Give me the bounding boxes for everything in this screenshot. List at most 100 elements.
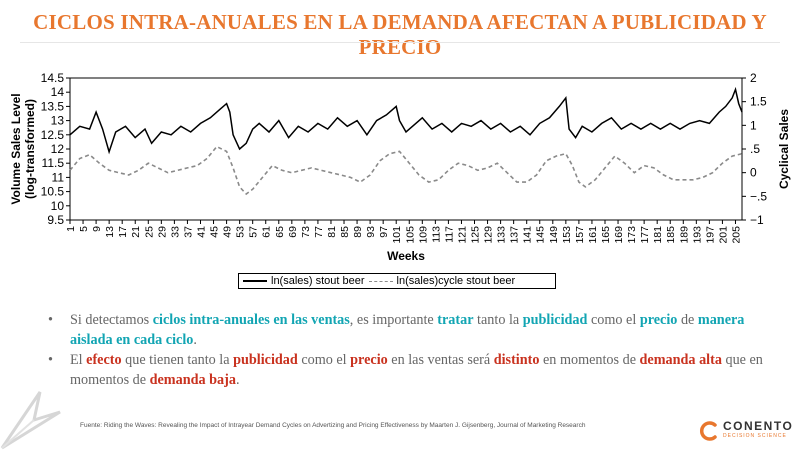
x-tick-label: 61 [261, 226, 273, 238]
y-right-tick-label: 1.5 [750, 95, 767, 109]
y-right-tick-label: −1 [750, 213, 764, 227]
y-left-tick-label: 14.5 [41, 71, 65, 85]
x-tick-label: 205 [730, 226, 742, 244]
conento-logo-icon [699, 421, 717, 441]
legend-label-series-2: ln(sales)cycle stout beer [396, 275, 516, 287]
y-left-axis-label-line-2: (log-transformed) [23, 99, 37, 199]
x-tick-label: 149 [548, 226, 560, 244]
bullet-text-segment: en momentos de [539, 352, 640, 368]
x-tick-label: 5 [78, 226, 90, 232]
x-tick-label: 201 [717, 226, 729, 244]
x-tick-label: 13 [104, 226, 116, 238]
x-tick-label: 161 [587, 226, 599, 244]
x-tick-label: 137 [509, 226, 521, 244]
highlight-keyword: demanda alta [639, 352, 722, 368]
highlight-keyword: tratar [437, 312, 474, 328]
x-tick-label: 109 [417, 226, 429, 244]
x-tick-label: 165 [600, 226, 612, 244]
x-tick-label: 93 [365, 226, 377, 238]
bullet-text-segment: Si detectamos [70, 312, 153, 328]
x-tick-label: 9 [91, 226, 103, 232]
bullet-item-2: • El efecto que tienen tanto la publicid… [48, 350, 778, 390]
x-tick-label: 81 [326, 226, 338, 238]
bullet-text-1: Si detectamos ciclos intra-anuales en la… [70, 310, 778, 350]
legend-solid-line-icon [243, 280, 267, 282]
bullet-text-segment: como el [297, 352, 351, 368]
highlight-keyword: demanda baja [149, 372, 236, 388]
highlight-keyword: distinto [493, 352, 540, 368]
x-tick-label: 181 [652, 226, 664, 244]
y-left-tick-label: 10.5 [41, 185, 65, 199]
y-right-tick-label: .5 [750, 142, 760, 156]
y-left-tick-label: 12 [51, 142, 65, 156]
highlight-keyword: ciclos intra-anuales en las ventas [152, 312, 350, 328]
x-tick-label: 49 [222, 226, 234, 238]
highlight-keyword: publicidad [233, 352, 298, 368]
bullet-text-segment: , es importante [349, 312, 438, 328]
logo-tagline: DECISION SCIENCE [723, 433, 787, 439]
x-tick-label: 17 [117, 226, 129, 238]
logo-name: CONENTO [723, 419, 794, 433]
x-tick-label: 53 [235, 226, 247, 238]
highlight-keyword: precio [350, 352, 388, 368]
y-left-tick-label: 11.5 [42, 156, 65, 170]
y-left-tick-label: 10 [51, 199, 65, 213]
conento-logo: CONENTO DECISION SCIENCE [698, 420, 793, 442]
y-left-tick-label: 13.5 [41, 99, 65, 113]
x-tick-label: 89 [352, 226, 364, 238]
x-tick-label: 113 [430, 226, 442, 243]
bullet-text-2: El efecto que tienen tanto la publicidad… [70, 350, 778, 390]
bullet-dot-icon: • [48, 352, 53, 368]
source-citation: Fuente: Riding the Waves: Revealing the … [80, 422, 586, 429]
highlight-keyword: precio [639, 312, 678, 328]
chart: 9.51010.51111.51212.51313.51414.5−1−.50.… [9, 71, 791, 263]
x-tick-label: 157 [574, 226, 586, 244]
y-left-tick-label: 14 [51, 85, 65, 99]
bullet-text-segment: de [677, 312, 698, 328]
x-tick-label: 73 [300, 226, 312, 238]
highlight-keyword: publicidad [522, 312, 588, 328]
x-tick-label: 33 [169, 226, 181, 238]
x-tick-label: 145 [535, 226, 547, 244]
x-axis-label: Weeks [387, 249, 425, 263]
series-line-sales [69, 86, 743, 155]
plot-frame [69, 77, 743, 221]
x-tick-label: 1 [65, 226, 77, 232]
title-divider [20, 42, 780, 43]
x-tick-label: 173 [626, 226, 638, 244]
y-right-tick-label: 1 [750, 118, 757, 132]
x-tick-label: 37 [182, 226, 194, 238]
x-tick-label: 129 [483, 226, 495, 244]
paper-plane-icon [0, 391, 61, 450]
x-tick-label: 97 [378, 226, 390, 238]
legend-dashed-line-icon [368, 280, 393, 282]
x-tick-label: 169 [613, 226, 625, 244]
x-tick-label: 69 [287, 226, 299, 238]
bullet-item-1: • Si detectamos ciclos intra-anuales en … [48, 310, 778, 350]
y-left-tick-label: 12.5 [41, 128, 65, 142]
x-tick-label: 77 [313, 226, 325, 238]
x-tick-label: 193 [691, 226, 703, 244]
x-tick-label: 125 [470, 226, 482, 244]
y-left-tick-label: 13 [51, 114, 65, 128]
x-tick-label: 153 [561, 226, 573, 244]
y-right-axis-label: Cyclical Sales [777, 109, 791, 189]
x-tick-label: 117 [443, 226, 455, 243]
bullet-text-segment: que tienen tanto la [121, 352, 234, 368]
x-tick-label: 45 [209, 226, 221, 238]
x-tick-label: 189 [678, 226, 690, 244]
y-right-tick-label: 2 [750, 71, 757, 85]
highlight-keyword: manera aislada en cada ciclo [70, 312, 745, 348]
x-tick-label: 85 [339, 226, 351, 238]
page-title: CICLOS INTRA-ANUALES EN LA DEMANDA AFECT… [33, 10, 767, 59]
bullet-list: • Si detectamos ciclos intra-anuales en … [48, 310, 778, 390]
x-tick-label: 29 [156, 226, 168, 238]
bullet-text-segment: que en momentos de [70, 352, 763, 388]
x-tick-label: 65 [274, 226, 286, 238]
y-left-axis-label-line-1: Volume Sales Level [9, 93, 23, 204]
x-tick-label: 185 [665, 226, 677, 244]
x-tick-label: 121 [456, 226, 468, 244]
bullet-text-segment: . [193, 332, 197, 348]
y-left-tick-label: 9.5 [47, 213, 64, 227]
bullet-dot-icon: • [48, 312, 53, 328]
